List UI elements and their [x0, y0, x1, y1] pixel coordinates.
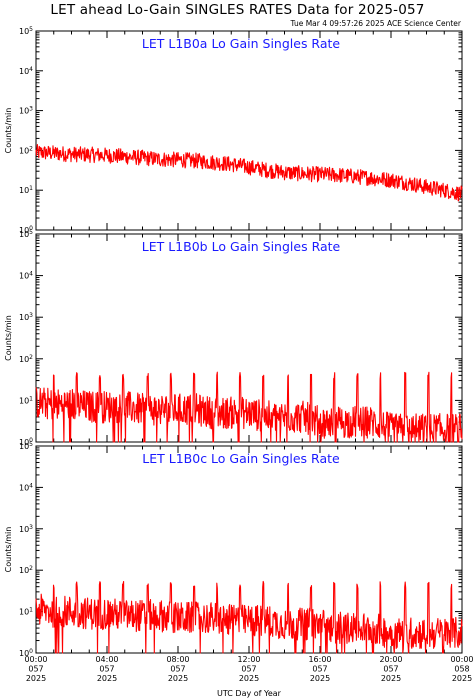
x-tick-label: 2025 — [97, 674, 117, 683]
x-tick-label: 057 — [28, 665, 43, 674]
y-axis-label: Counts/min — [4, 315, 13, 361]
y-tick-label: 102 — [19, 145, 33, 155]
x-tick-label: 057 — [170, 665, 185, 674]
y-tick-label: 103 — [19, 106, 33, 116]
y-tick-label: 105 — [19, 229, 33, 239]
x-tick-label: 2025 — [239, 674, 259, 683]
y-tick-label: 101 — [19, 185, 33, 195]
y-tick-label: 102 — [19, 565, 33, 575]
data-series-line — [35, 144, 463, 202]
panel-title: LET L1B0b Lo Gain Singles Rate — [142, 239, 341, 254]
plot-frame — [35, 30, 463, 231]
y-tick-label: 100 — [19, 225, 33, 235]
x-tick-label: 057 — [241, 665, 256, 674]
panel-title: LET L1B0a Lo Gain Singles Rate — [142, 36, 341, 51]
data-series-line — [35, 371, 463, 443]
x-axis-label: UTC Day of Year — [217, 689, 282, 698]
x-tick-label: 12:00 — [237, 655, 260, 664]
y-tick-label: 100 — [19, 437, 33, 447]
plot-frame — [35, 445, 463, 654]
x-tick-label: 057 — [312, 665, 327, 674]
x-tick-label: 2025 — [310, 674, 330, 683]
x-tick-label: 2025 — [381, 674, 401, 683]
x-tick-label: 057 — [99, 665, 114, 674]
panel-title: LET L1B0c Lo Gain Singles Rate — [142, 451, 340, 466]
x-tick-label: 058 — [454, 665, 469, 674]
x-tick-label: 2025 — [168, 674, 188, 683]
x-tick-label: 08:00 — [166, 655, 189, 664]
timestamp: Tue Mar 4 09:57:26 2025 ACE Science Cent… — [290, 19, 461, 28]
x-tick-label: 057 — [383, 665, 398, 674]
y-tick-label: 102 — [19, 354, 33, 364]
y-tick-label: 104 — [19, 66, 33, 76]
x-tick-label: 00:00 — [450, 655, 473, 664]
x-tick-label: 2025 — [452, 674, 472, 683]
x-tick-label: 2025 — [26, 674, 46, 683]
y-axis-label: Counts/min — [4, 527, 13, 573]
y-tick-label: 103 — [19, 524, 33, 534]
x-tick-label: 00:00 — [24, 655, 47, 664]
y-tick-label: 101 — [19, 395, 33, 405]
page-title: LET ahead Lo-Gain SINGLES RATES Data for… — [50, 2, 425, 18]
x-tick-label: 04:00 — [95, 655, 118, 664]
x-tick-label: 20:00 — [379, 655, 402, 664]
y-tick-label: 100 — [19, 648, 33, 658]
y-tick-label: 104 — [19, 271, 33, 281]
x-tick-label: 16:00 — [308, 655, 331, 664]
y-tick-label: 101 — [19, 607, 33, 617]
data-series-line — [35, 580, 463, 654]
y-axis-label: Counts/min — [4, 108, 13, 154]
y-tick-label: 105 — [19, 26, 33, 36]
y-tick-label: 104 — [19, 482, 33, 492]
y-tick-label: 103 — [19, 312, 33, 322]
y-tick-label: 105 — [19, 441, 33, 451]
